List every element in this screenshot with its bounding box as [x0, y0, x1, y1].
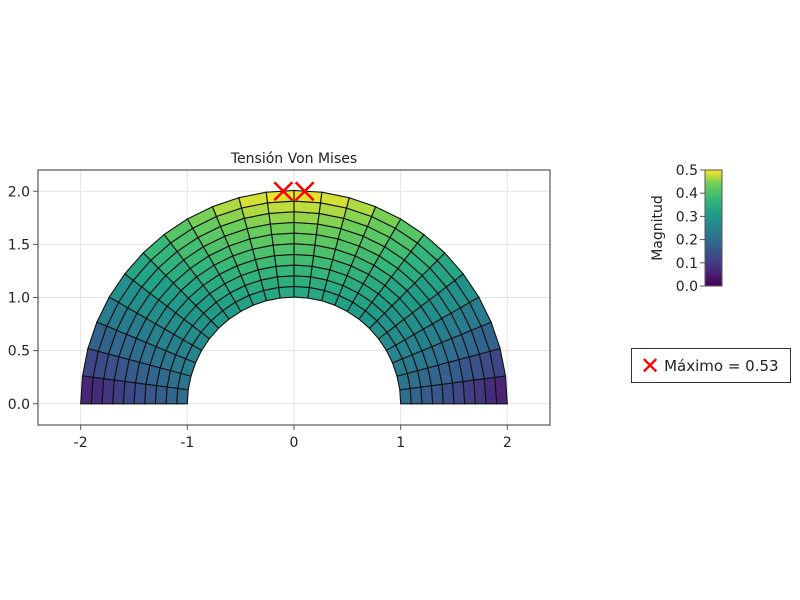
mesh-element — [176, 387, 189, 405]
mesh-element — [275, 264, 295, 278]
x-tick-label: -1 — [180, 435, 194, 451]
colorbar-tick-label: 0.2 — [676, 233, 698, 249]
mesh-element — [293, 264, 313, 278]
mesh-element — [293, 253, 315, 267]
max-marker — [273, 181, 294, 202]
mesh-element — [133, 382, 147, 405]
legend: ✕ Máximo = 0.53 — [631, 348, 791, 383]
y-tick-label: 1.0 — [8, 291, 30, 307]
mesh-element — [494, 375, 508, 405]
x-tick-label: -2 — [74, 435, 88, 451]
mesh-element — [154, 385, 168, 405]
mesh-element — [272, 243, 295, 257]
mesh-element — [165, 386, 179, 405]
colorbar-tick-label: 0.5 — [676, 163, 698, 179]
x-marker-icon: ✕ — [640, 351, 661, 380]
y-tick-label: 2.0 — [8, 184, 30, 200]
y-tick-label: 0.0 — [8, 397, 30, 413]
mesh-element — [293, 243, 316, 257]
legend-label: Máximo = 0.53 — [664, 356, 779, 375]
mesh-element — [399, 387, 412, 405]
mesh-element — [420, 385, 434, 405]
mesh-element — [441, 382, 455, 405]
mesh-element — [293, 275, 312, 288]
mesh-element — [430, 383, 444, 405]
x-tick-label: 0 — [290, 435, 299, 451]
colorbar-tick-label: 0.3 — [676, 209, 698, 225]
colorbar-tick-label: 0.1 — [676, 256, 698, 272]
mesh-element — [293, 285, 310, 299]
colorbar-tick-label: 0.4 — [676, 186, 698, 202]
colorbar — [704, 169, 723, 287]
mesh-element — [293, 232, 317, 246]
mesh-element — [278, 285, 295, 299]
colorbar-tick-label: 0.0 — [676, 279, 698, 295]
y-tick-label: 0.5 — [8, 344, 30, 360]
mesh-element — [80, 375, 94, 405]
mesh-element — [276, 275, 295, 288]
mesh-element — [273, 253, 295, 267]
max-marker — [294, 181, 315, 202]
y-tick-label: 1.5 — [8, 237, 30, 253]
mesh-element — [271, 232, 295, 246]
mesh-element — [144, 383, 158, 405]
chart-title: Tensión Von Mises — [230, 151, 357, 167]
x-tick-label: 2 — [503, 435, 512, 451]
colorbar-label: Magnitud — [650, 195, 666, 261]
x-tick-label: 1 — [396, 435, 405, 451]
mesh-element — [409, 386, 423, 405]
